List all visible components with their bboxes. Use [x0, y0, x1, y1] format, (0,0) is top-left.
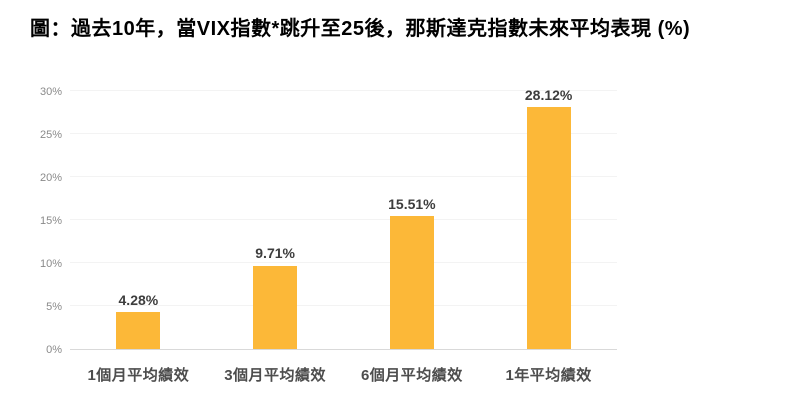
y-axis-tick-label: 5%: [46, 301, 62, 313]
gridline: [70, 305, 617, 306]
y-axis-tick-label: 30%: [39, 86, 62, 98]
bar: [526, 107, 571, 349]
bar-value-label: 9.71%: [255, 245, 295, 262]
bar-value-label: 15.51%: [388, 195, 436, 212]
bar-value-label: 4.28%: [118, 292, 159, 309]
chart-title: 圖：過去10年，當VIX指數*跳升至25後，那斯達克指數未來平均表現 (%): [30, 18, 691, 40]
x-axis-label: 3個月平均績效: [224, 367, 327, 384]
x-axis-label: 1年平均績效: [505, 367, 592, 384]
gridline: [70, 176, 617, 177]
gridline: [70, 219, 617, 220]
y-axis-tick-label: 10%: [39, 258, 62, 270]
bar: [116, 312, 161, 349]
bar: [389, 215, 434, 349]
x-axis-label: 1個月平均績效: [87, 367, 190, 384]
gridline: [70, 90, 617, 91]
gridline: [70, 133, 617, 134]
plot-area: [70, 90, 617, 350]
y-axis-tick-label: 20%: [39, 172, 62, 184]
bar: [253, 265, 298, 349]
y-axis-tick-label: 25%: [39, 129, 62, 141]
x-axis-label: 6個月平均績效: [360, 367, 463, 384]
y-axis-tick-label: 0%: [46, 344, 62, 356]
gridline: [70, 262, 617, 263]
bar-value-label: 28.12%: [524, 87, 573, 104]
y-axis-tick-label: 15%: [39, 215, 62, 227]
